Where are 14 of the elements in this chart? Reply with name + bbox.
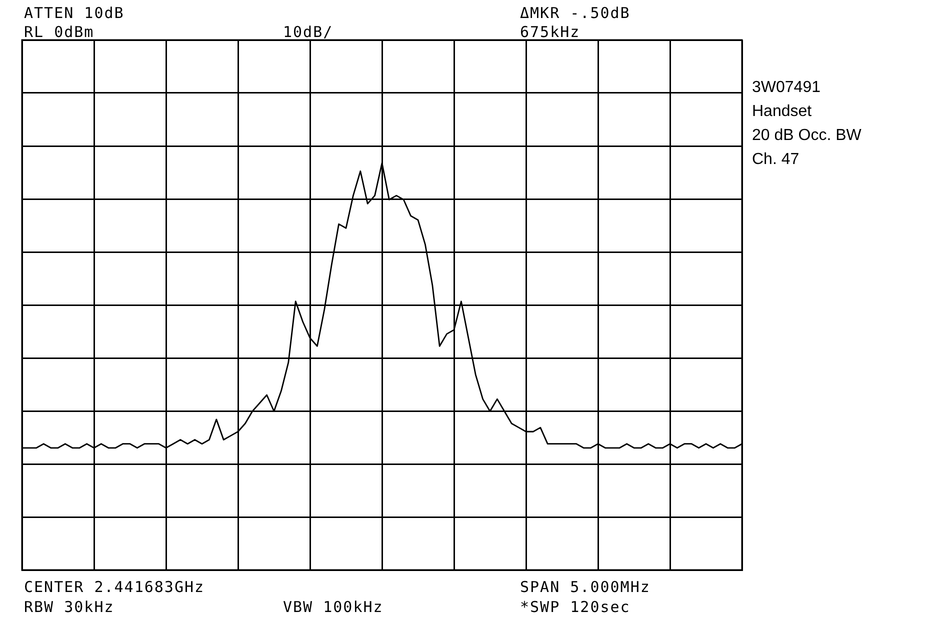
text: Handset [752,103,812,120]
text: 3W07491 [752,79,820,96]
text: RBW 30kHz [24,598,114,616]
text: SPAN 5.000MHz [520,578,650,596]
text: CENTER 2.441683GHz [24,578,205,596]
text: ATTEN 10dB [24,4,124,22]
text: Ch. 47 [752,151,800,168]
text: 675kHz [520,23,580,41]
text: *SWP 120sec [520,598,630,616]
text: VBW 100kHz [283,598,384,616]
text: RL 0dBm [24,23,94,41]
text: 20 dB Occ. BW [752,127,862,144]
text: ΔMKR -.50dB [520,4,630,22]
text: 10dB/ [283,23,334,41]
